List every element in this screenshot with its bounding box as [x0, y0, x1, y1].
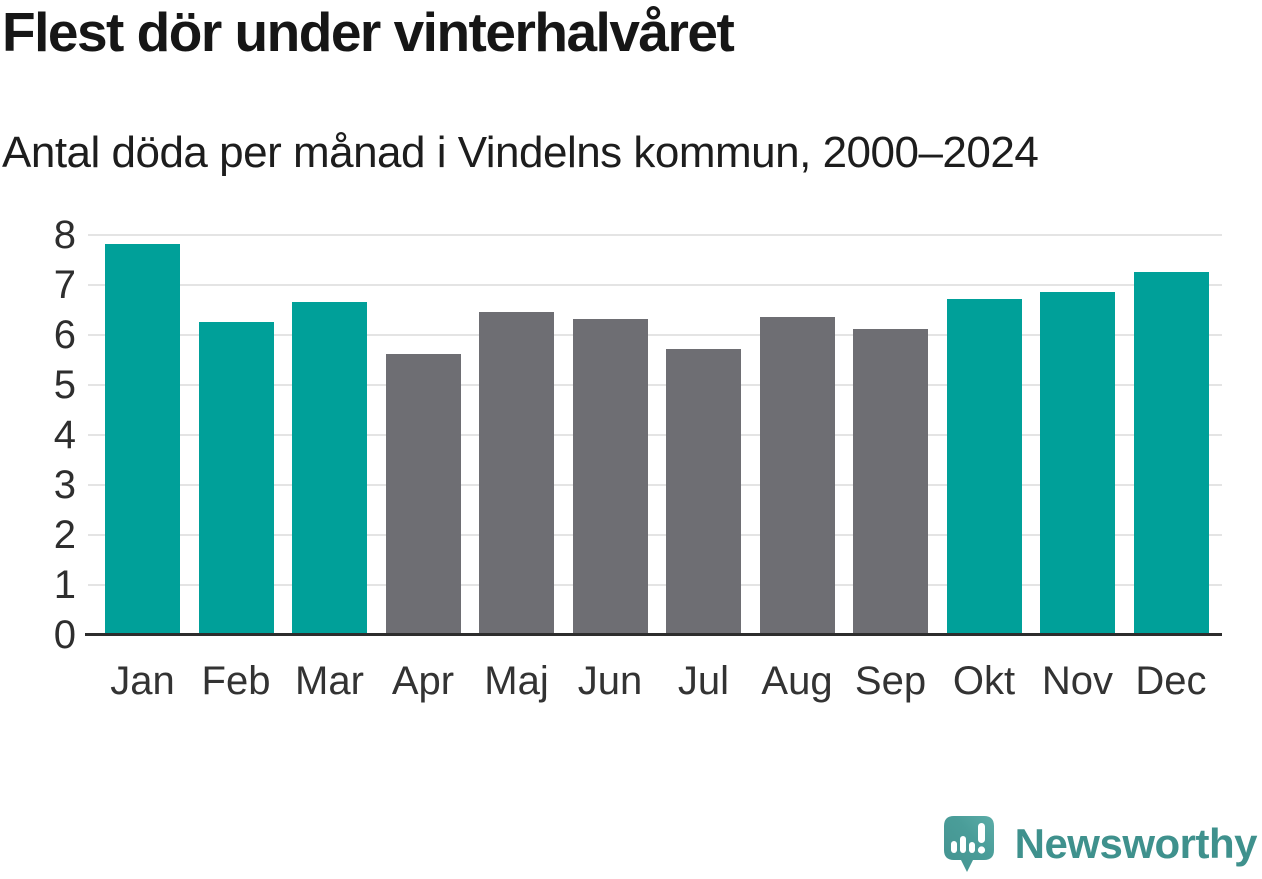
y-tick-label-5: 5 — [53, 363, 76, 407]
bar-jan — [105, 244, 180, 634]
x-tick-label-mar: Mar — [295, 659, 364, 703]
x-tick-label-okt: Okt — [952, 659, 1016, 703]
gridline-4 — [88, 434, 1222, 436]
brand-footer: Newsworthy — [943, 815, 1258, 873]
x-tick-label-maj: Maj — [484, 659, 549, 703]
bar-jul — [666, 349, 741, 634]
x-tick-label-dec: Dec — [1135, 659, 1207, 703]
x-axis-line — [85, 633, 1222, 636]
x-tick-label-apr: Apr — [391, 659, 455, 703]
x-tick-label-jan: Jan — [110, 659, 175, 703]
chart-title: Flest dör under vinterhalvåret — [2, 1, 735, 63]
x-tick-label-jul: Jul — [677, 659, 730, 703]
bar-feb — [198, 321, 274, 634]
bar-dec — [1133, 271, 1209, 634]
brand-name: Newsworthy — [1014, 820, 1258, 867]
bar-sep — [853, 329, 928, 634]
gridline-6 — [88, 334, 1222, 336]
x-tick-label-jun: Jun — [577, 659, 643, 703]
bar-mar — [292, 301, 367, 634]
gridline-8 — [88, 234, 1222, 236]
bar-apr — [385, 354, 461, 634]
gridline-7 — [88, 284, 1222, 286]
bar-jun — [572, 319, 648, 634]
y-tick-label-2: 2 — [53, 513, 76, 557]
newsworthy-logo-icon — [943, 816, 994, 872]
y-tick-label-8: 8 — [53, 213, 76, 257]
y-tick-label-3: 3 — [53, 463, 76, 507]
bar-okt — [946, 299, 1022, 634]
y-tick-label-6: 6 — [53, 313, 76, 357]
gridline-3 — [88, 484, 1222, 486]
bar-nov — [1040, 291, 1115, 634]
y-tick-label-4: 4 — [53, 413, 76, 457]
x-tick-label-feb: Feb — [201, 659, 271, 703]
y-tick-label-7: 7 — [53, 263, 76, 307]
bar-aug — [759, 316, 835, 634]
x-tick-label-sep: Sep — [854, 659, 927, 703]
bar-chart-plot-area: 0 1 2 3 4 5 6 7 8 Jan Feb Mar Apr Maj Jun Jul Aug Sep Okt N… — [54, 213, 1222, 703]
y-tick-label-0: 0 — [53, 613, 76, 657]
x-tick-label-aug: Aug — [761, 659, 833, 703]
gridline-2 — [88, 534, 1222, 536]
gridline-5 — [88, 384, 1222, 386]
y-tick-label-1: 1 — [53, 563, 76, 607]
gridline-1 — [88, 584, 1222, 586]
bar-maj — [479, 311, 554, 634]
chart-subtitle: Antal döda per månad i Vindelns kommun, … — [2, 128, 1039, 177]
x-tick-label-nov: Nov — [1041, 659, 1114, 703]
